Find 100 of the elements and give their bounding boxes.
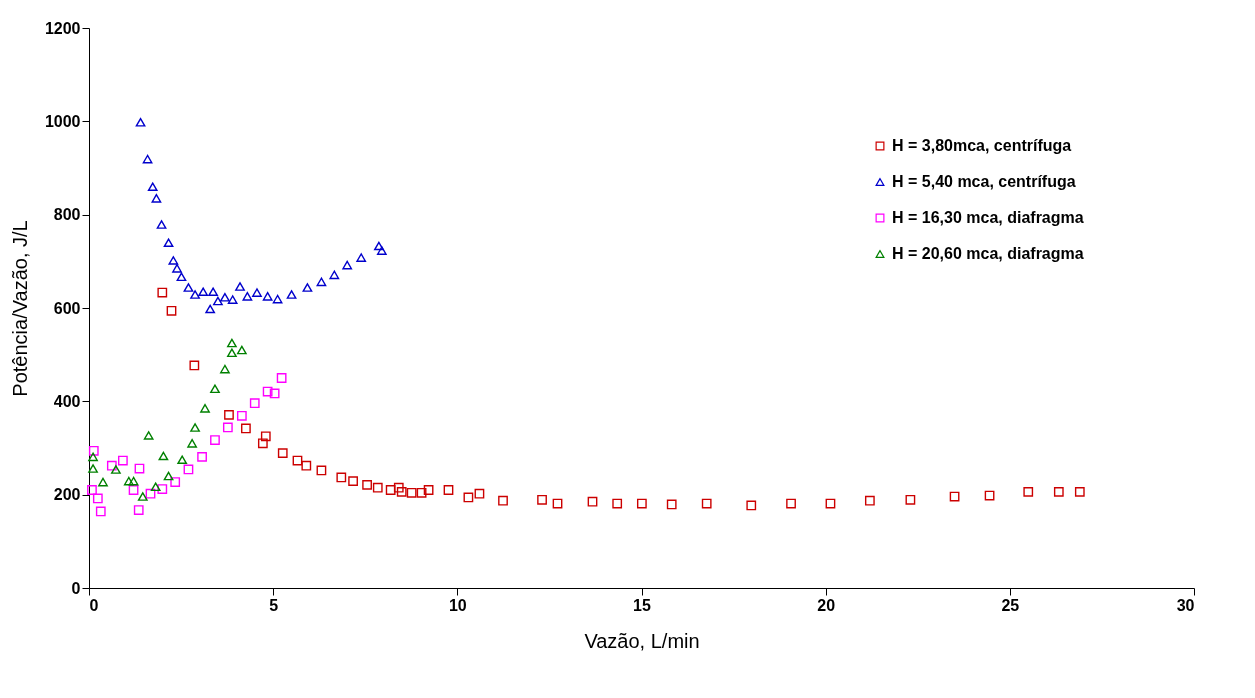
point bbox=[190, 423, 200, 432]
x-tick-label: 20 bbox=[817, 596, 836, 614]
x-tick-label: 30 bbox=[1176, 596, 1195, 614]
y-tick-label: 0 bbox=[71, 579, 81, 597]
point bbox=[111, 465, 121, 474]
point bbox=[1074, 486, 1085, 497]
point bbox=[272, 294, 283, 304]
point bbox=[393, 482, 404, 493]
point bbox=[92, 493, 103, 504]
y-tick-label: 600 bbox=[53, 299, 81, 317]
point bbox=[134, 463, 145, 474]
point bbox=[286, 290, 297, 299]
point bbox=[316, 465, 327, 476]
point bbox=[252, 288, 262, 297]
point bbox=[348, 476, 358, 487]
point bbox=[262, 386, 273, 397]
point bbox=[183, 464, 194, 475]
point bbox=[356, 253, 367, 262]
point bbox=[220, 292, 230, 302]
point bbox=[277, 448, 288, 459]
point bbox=[786, 498, 796, 509]
point bbox=[205, 304, 216, 314]
point bbox=[147, 182, 158, 191]
point bbox=[362, 479, 372, 490]
point bbox=[88, 452, 98, 462]
point bbox=[666, 499, 677, 510]
point bbox=[385, 485, 396, 495]
point bbox=[1053, 486, 1064, 497]
legend-label: H = 5,40 mca, centrífuga bbox=[892, 173, 1076, 190]
point bbox=[142, 154, 153, 164]
point bbox=[406, 487, 417, 498]
point bbox=[587, 496, 598, 507]
point bbox=[269, 388, 280, 399]
point bbox=[235, 282, 245, 291]
point bbox=[276, 373, 287, 383]
point bbox=[825, 498, 836, 509]
point bbox=[463, 492, 474, 503]
point bbox=[260, 431, 271, 442]
point bbox=[158, 451, 169, 461]
point bbox=[302, 283, 313, 292]
x-axis-title: Vazão, L/min bbox=[584, 629, 700, 652]
point bbox=[87, 485, 97, 495]
point bbox=[329, 270, 340, 280]
point bbox=[1023, 486, 1034, 497]
point bbox=[376, 246, 387, 255]
point bbox=[210, 435, 220, 445]
point bbox=[416, 487, 427, 498]
point bbox=[701, 498, 712, 509]
point bbox=[292, 455, 303, 466]
point bbox=[88, 445, 99, 456]
point bbox=[224, 409, 234, 420]
point bbox=[949, 491, 960, 502]
point bbox=[423, 485, 434, 495]
point bbox=[168, 256, 179, 265]
y-tick-label: 1000 bbox=[44, 112, 81, 130]
point bbox=[157, 287, 168, 298]
point bbox=[156, 220, 167, 229]
point bbox=[374, 241, 384, 251]
point bbox=[537, 494, 547, 505]
point bbox=[208, 287, 219, 296]
point bbox=[612, 498, 623, 509]
point bbox=[227, 338, 237, 348]
y-axis-title: Potência/Vazão, J/L bbox=[8, 220, 31, 397]
point bbox=[474, 488, 485, 499]
y-tick-label: 400 bbox=[53, 392, 81, 410]
point bbox=[150, 482, 161, 492]
point bbox=[170, 477, 181, 487]
point bbox=[197, 451, 207, 462]
point bbox=[372, 482, 383, 493]
y-tick-label: 800 bbox=[53, 206, 81, 224]
point bbox=[336, 472, 347, 483]
point bbox=[118, 455, 128, 466]
point bbox=[123, 476, 134, 486]
point bbox=[242, 292, 253, 301]
y-tick-label: 200 bbox=[53, 486, 81, 504]
point bbox=[88, 464, 98, 473]
point bbox=[135, 117, 146, 127]
point bbox=[301, 460, 312, 471]
legend-label: H = 16,30 mca, diafragma bbox=[892, 209, 1084, 226]
point bbox=[143, 431, 154, 440]
point bbox=[176, 272, 187, 282]
x-tick-label: 0 bbox=[89, 596, 99, 614]
point bbox=[187, 439, 198, 448]
point bbox=[163, 238, 174, 247]
x-tick-label: 10 bbox=[448, 596, 467, 614]
point bbox=[222, 422, 233, 433]
point bbox=[984, 490, 995, 501]
point bbox=[106, 460, 117, 471]
x-tick-label: 5 bbox=[269, 596, 279, 614]
point bbox=[200, 404, 210, 413]
point bbox=[241, 423, 251, 434]
y-tick-label: 1200 bbox=[44, 19, 81, 37]
point bbox=[128, 485, 139, 495]
point bbox=[128, 476, 139, 486]
point bbox=[151, 194, 162, 203]
point bbox=[220, 364, 230, 374]
point bbox=[213, 296, 223, 306]
point bbox=[133, 505, 144, 515]
point bbox=[443, 485, 454, 495]
point bbox=[257, 438, 268, 449]
